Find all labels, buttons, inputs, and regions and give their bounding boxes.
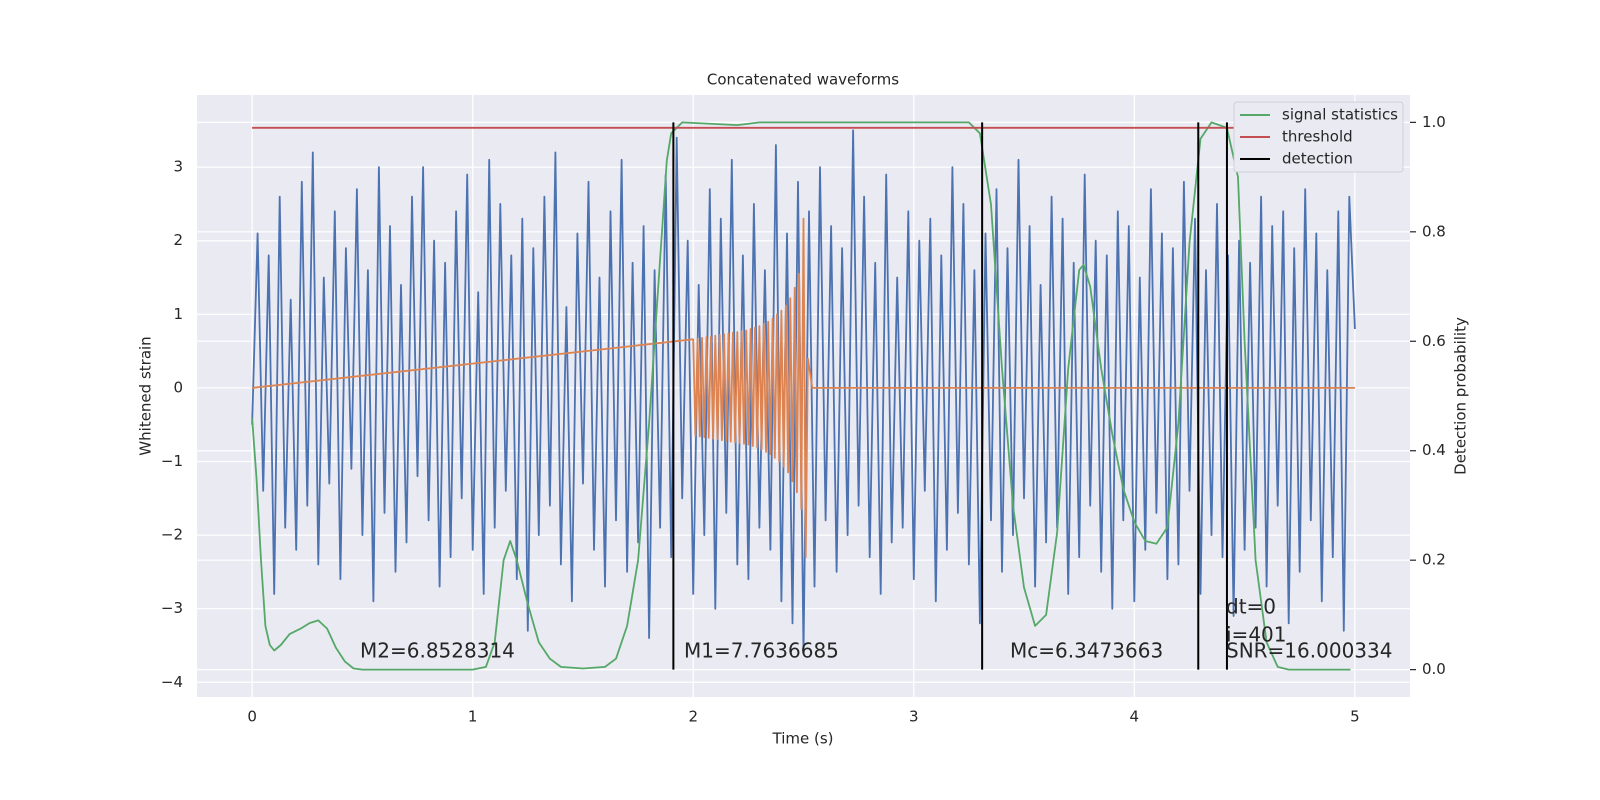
legend-box [1233, 101, 1404, 173]
y-tick-label: −4 [161, 673, 183, 691]
legend-label: signal statistics [1282, 106, 1398, 124]
y-tick-label: 1 [173, 305, 183, 323]
annotation: SNR=16.000334 [1226, 639, 1392, 663]
annotation: M1=7.7636685 [684, 639, 839, 663]
x-tick-label: 3 [909, 708, 919, 726]
annotation: Mc=6.3473663 [1010, 639, 1163, 663]
y2-axis-label: Detection probability [1452, 317, 1470, 475]
x-tick-label: 0 [247, 708, 257, 726]
y-tick-label: 2 [173, 231, 183, 249]
y2-tick-label: 1.0 [1422, 113, 1446, 131]
y-tick-label: 0 [173, 378, 183, 396]
annotation: i=401 [1226, 623, 1287, 647]
y-tick-label: 3 [173, 158, 183, 176]
series-line [252, 217, 1355, 559]
y2-tick-label: 0.2 [1422, 551, 1446, 569]
x-tick-label: 5 [1350, 708, 1360, 726]
y2-tick-label: 0.4 [1422, 441, 1446, 459]
series-line [251, 129, 1356, 654]
y-axis-label: Whitened strain [137, 336, 155, 455]
y-tick-label: −3 [161, 599, 183, 617]
x-axis-label: Time (s) [772, 730, 834, 748]
x-tick-label: 4 [1130, 708, 1140, 726]
y-tick-label: −1 [161, 452, 183, 470]
annotation: dt=0 [1226, 595, 1276, 619]
y-tick-label: −2 [161, 526, 183, 544]
y2-tick-label: 0.0 [1422, 660, 1446, 678]
legend-label: threshold [1282, 128, 1353, 146]
y2-tick-label: 0.6 [1422, 332, 1446, 350]
y2-tick-label: 0.8 [1422, 222, 1446, 240]
x-tick-label: 2 [688, 708, 698, 726]
annotation: M2=6.8528314 [360, 639, 515, 663]
x-tick-label: 1 [468, 708, 478, 726]
legend-label: detection [1282, 150, 1353, 168]
chart-title: Concatenated waveforms [707, 71, 899, 89]
